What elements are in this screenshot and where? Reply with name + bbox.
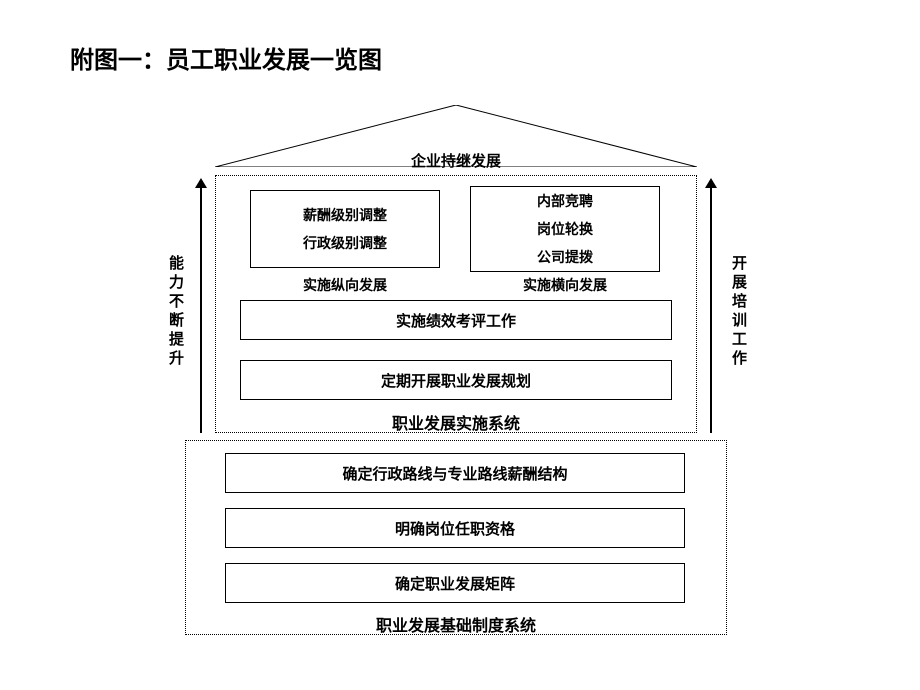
left-arrow-label: 能力不断提升 xyxy=(165,255,186,369)
horizontal-dev-box: 内部竞聘 岗位轮换 公司提拨 xyxy=(470,186,660,272)
page-title: 附图一：员工职业发展一览图 xyxy=(70,40,382,75)
horizontal-dev-line: 岗位轮换 xyxy=(537,219,593,239)
horizontal-dev-caption: 实施横向发展 xyxy=(470,275,660,295)
roof-label: 企业持继发展 xyxy=(215,150,697,171)
vertical-dev-line: 薪酬级别调整 xyxy=(303,205,387,225)
performance-review-box: 实施绩效考评工作 xyxy=(240,300,672,340)
horizontal-dev-line: 公司提拨 xyxy=(537,247,593,267)
right-arrow-label: 开展培训工作 xyxy=(728,255,749,369)
job-qualification-box: 明确岗位任职资格 xyxy=(225,508,685,548)
vertical-dev-caption: 实施纵向发展 xyxy=(250,275,440,295)
salary-structure-box: 确定行政路线与专业路线薪酬结构 xyxy=(225,453,685,493)
career-planning-box: 定期开展职业发展规划 xyxy=(240,360,672,400)
left-arrow-head xyxy=(195,178,207,188)
left-arrow-line xyxy=(200,188,202,433)
right-arrow-line xyxy=(710,188,712,433)
right-arrow-head xyxy=(705,178,717,188)
vertical-dev-box: 薪酬级别调整 行政级别调整 xyxy=(250,190,440,268)
horizontal-dev-line: 内部竞聘 xyxy=(537,191,593,211)
upper-system-caption: 职业发展实施系统 xyxy=(215,410,697,434)
vertical-dev-line: 行政级别调整 xyxy=(303,233,387,253)
career-matrix-box: 确定职业发展矩阵 xyxy=(225,563,685,603)
lower-system-caption: 职业发展基础制度系统 xyxy=(185,612,727,636)
